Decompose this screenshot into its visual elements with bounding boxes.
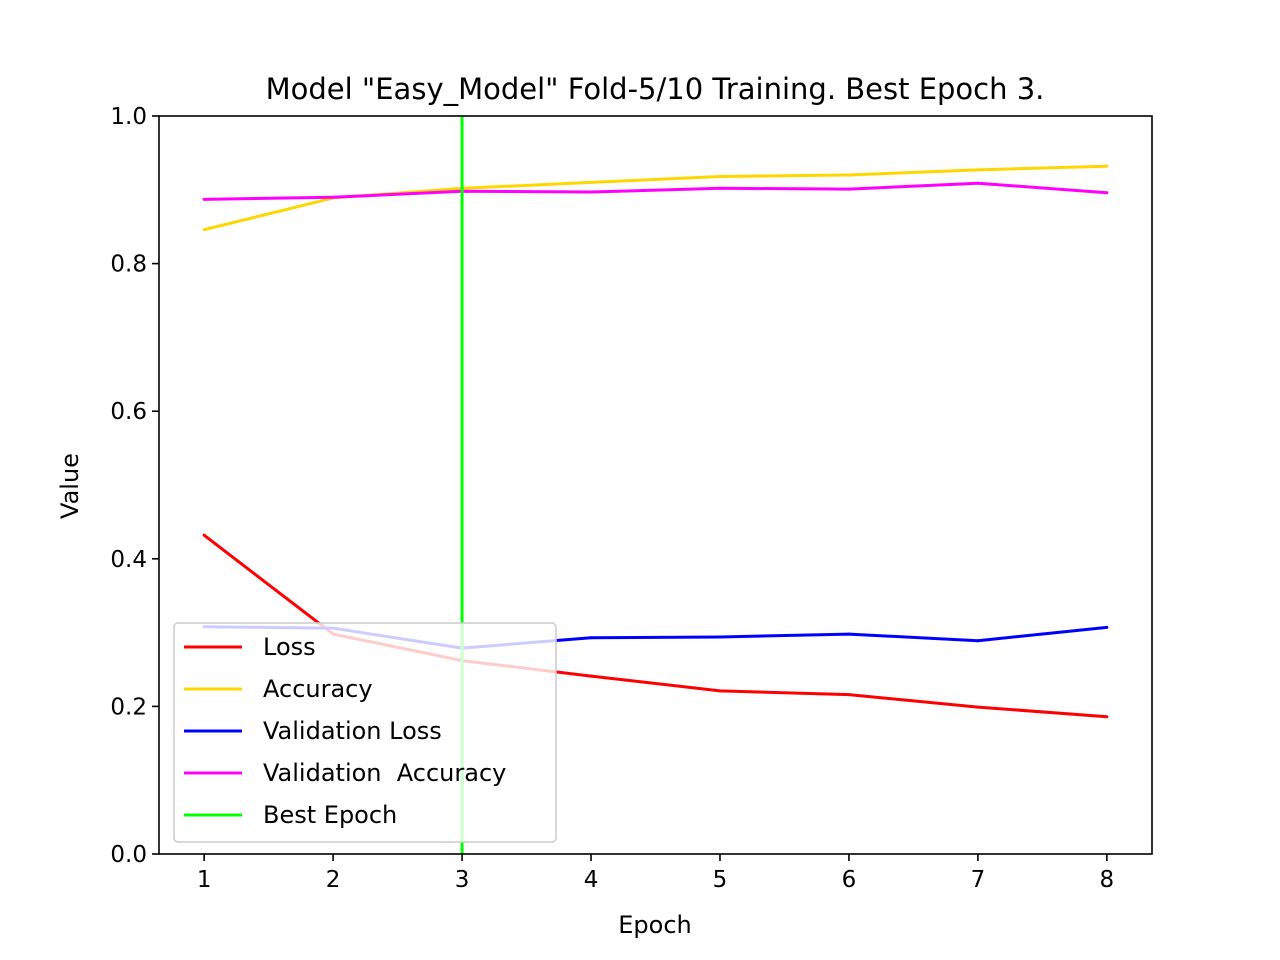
x-tick-label: 8 (1100, 867, 1115, 893)
y-tick-label: 1.0 (110, 104, 147, 130)
series-0-point-3 (589, 674, 593, 678)
series-3-point-3 (589, 190, 593, 194)
series-2-point-3 (589, 636, 593, 640)
x-tick-label: 5 (713, 867, 728, 893)
series-1-point-6 (976, 168, 980, 172)
x-tick-label: 1 (197, 867, 212, 893)
legend-label: Loss (263, 633, 316, 661)
legend-label: Validation Accuracy (263, 759, 506, 787)
series-1-point-4 (718, 175, 722, 179)
y-tick-label: 0.0 (110, 842, 147, 868)
y-axis-ticks: 0.0 0.2 0.4 0.6 0.8 1.0 (110, 104, 159, 868)
series-3-point-4 (718, 186, 722, 190)
series-1-point-7 (1105, 164, 1109, 168)
x-axis-ticks: 1 2 3 4 5 6 7 8 (197, 854, 1114, 893)
x-tick-label: 3 (455, 867, 470, 893)
series-0-point-7 (1105, 715, 1109, 719)
x-tick-label: 2 (326, 867, 341, 893)
y-tick-label: 0.8 (110, 252, 147, 278)
chart-title: Model "Easy_Model" Fold-5/10 Training. B… (266, 72, 1045, 106)
x-tick-label: 7 (971, 867, 986, 893)
series-1-point-3 (589, 180, 593, 184)
series-2-point-6 (976, 639, 980, 643)
series-1-point-0 (202, 228, 206, 232)
x-axis-label: Epoch (618, 911, 692, 939)
plot-frame (158, 115, 1153, 855)
legend-label: Validation Loss (263, 717, 442, 745)
x-tick-label: 6 (842, 867, 857, 893)
series-2-point-7 (1105, 625, 1109, 629)
series-2-point-5 (847, 632, 851, 636)
series-3-point-5 (847, 187, 851, 191)
y-axis-label: Value (56, 453, 84, 519)
series-3-point-0 (202, 197, 206, 201)
y-tick-label: 0.2 (110, 694, 147, 720)
series-line-3 (204, 181, 1108, 201)
series-1-point-5 (847, 173, 851, 177)
y-tick-label: 0.4 (110, 547, 147, 573)
x-tick-label: 4 (584, 867, 599, 893)
series-3-point-1 (331, 195, 335, 199)
series-0-point-5 (847, 693, 851, 697)
series-0-point-6 (976, 705, 980, 709)
legend-label: Accuracy (263, 675, 373, 703)
series-3-point-6 (976, 181, 980, 185)
y-tick-label: 0.6 (110, 399, 147, 425)
series-2-point-4 (718, 635, 722, 639)
series-0-point-4 (718, 689, 722, 693)
legend: Loss Accuracy Validation Loss Validation Ac… (173, 622, 557, 843)
legend-label: Best Epoch (263, 801, 397, 829)
legend-box (173, 622, 557, 843)
series-3-point-7 (1105, 191, 1109, 195)
series-0-point-0 (202, 533, 206, 537)
